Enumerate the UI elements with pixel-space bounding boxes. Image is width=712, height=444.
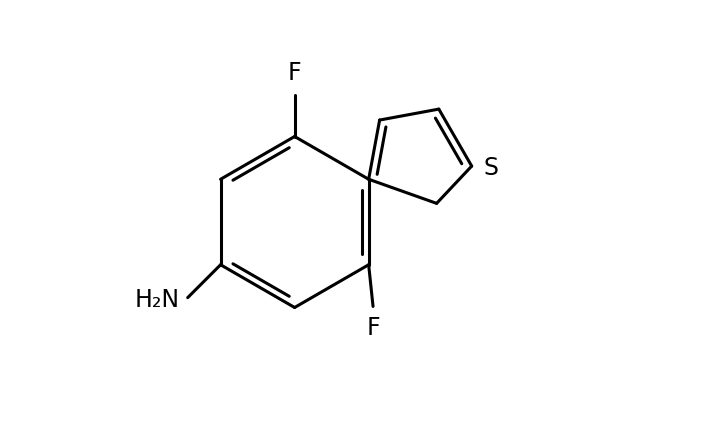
- Text: S: S: [484, 156, 499, 180]
- Text: F: F: [366, 316, 380, 340]
- Text: H₂N: H₂N: [135, 288, 180, 312]
- Text: F: F: [288, 61, 301, 85]
